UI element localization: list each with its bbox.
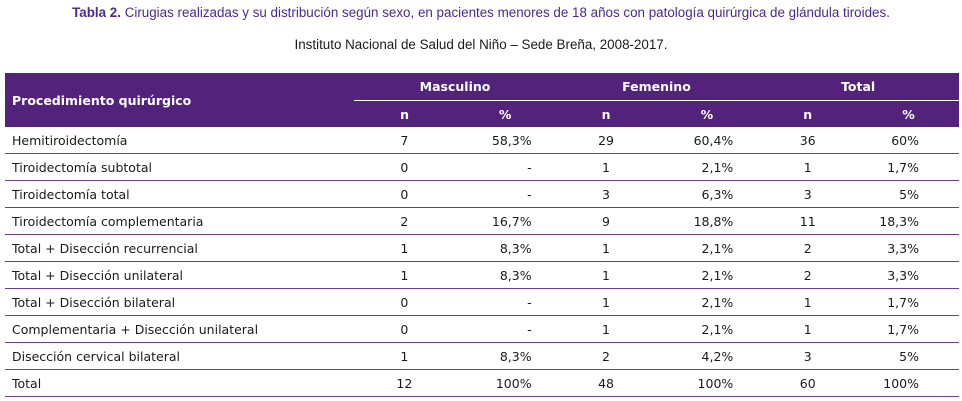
header-procedure: Procedimiento quirúrgico — [5, 73, 355, 127]
cell-femenino-pct: 60,4% — [656, 127, 758, 154]
cell-masculino-n: 12 — [353, 369, 455, 397]
table-row: Tiroidectomía complementaria 2 16,7% 9 18,8%… — [5, 207, 959, 235]
cell-total-n: 2 — [757, 261, 859, 289]
cell-masculino-pct: 58,3% — [454, 127, 556, 154]
cell-femenino-pct: 4,2% — [656, 342, 758, 370]
cell-total-pct: 18,3% — [858, 207, 959, 235]
cell-procedure: Total — [5, 369, 354, 397]
cell-procedure: Hemitiroidectomía — [5, 127, 354, 154]
cell-procedure: Tiroidectomía complementaria — [5, 207, 354, 235]
cell-femenino-n: 1 — [555, 261, 657, 289]
cell-masculino-pct: 8,3% — [454, 261, 556, 289]
table-row: Complementaria + Disección unilateral 0-1… — [5, 315, 959, 343]
table-row: Tiroidectomía total 0-3 6,3% 3 5% — [5, 180, 959, 208]
cell-total-pct: 1,7% — [858, 315, 959, 343]
cell-femenino-pct: 100% — [656, 369, 758, 397]
table-caption: Tabla 2. Cirugias realizadas y su distri… — [0, 4, 962, 22]
cell-masculino-pct: - — [454, 288, 556, 316]
cell-total-pct: 1,7% — [858, 153, 959, 181]
cell-femenino-n: 1 — [555, 234, 657, 262]
cell-total-pct: 5% — [858, 342, 959, 370]
cell-femenino-n: 9 — [555, 207, 657, 235]
header-group-masculino: Masculino — [353, 73, 556, 101]
cell-femenino-n: 1 — [555, 288, 657, 316]
cell-total-pct: 5% — [858, 180, 959, 208]
cell-femenino-n: 1 — [555, 153, 657, 181]
cell-femenino-pct: 2,1% — [656, 153, 758, 181]
header-femenino-pct: % — [656, 100, 758, 127]
surgery-distribution-table: Procedimiento quirúrgico Masculino Femen… — [5, 73, 959, 397]
cell-masculino-pct: 8,3% — [454, 234, 556, 262]
cell-procedure: Tiroidectomía subtotal — [5, 153, 354, 181]
table-row: Disección cervical bilateral 1 8,3% 2 4,2% 3 5… — [5, 342, 959, 370]
header-femenino-n: n — [555, 100, 657, 127]
cell-procedure: Total + Disección bilateral — [5, 288, 354, 316]
cell-masculino-n: 0 — [353, 180, 455, 208]
table-row: Total + Disección bilateral 0-1 2,1% 1 1,7% — [5, 288, 959, 316]
cell-masculino-pct: 16,7% — [454, 207, 556, 235]
cell-masculino-n: 0 — [353, 288, 455, 316]
cell-masculino-pct: - — [454, 153, 556, 181]
table-row: Tiroidectomía subtotal 0-1 2,1% 1 1,7% — [5, 153, 959, 181]
cell-total-n: 1 — [757, 288, 859, 316]
cell-masculino-pct: 8,3% — [454, 342, 556, 370]
table-row: Total + Disección unilateral 1 8,3% 1 2,1% 2 3… — [5, 261, 959, 289]
header-group-total: Total — [757, 73, 959, 101]
cell-femenino-n: 29 — [555, 127, 657, 154]
cell-total-pct: 3,3% — [858, 234, 959, 262]
cell-masculino-n: 1 — [353, 261, 455, 289]
cell-masculino-pct: 100% — [454, 369, 556, 397]
table-row: Total + Disección recurrencial 1 8,3% 1 2,1%… — [5, 234, 959, 262]
cell-total-n: 1 — [757, 153, 859, 181]
header-masculino-pct: % — [454, 100, 556, 127]
cell-total-n: 11 — [757, 207, 859, 235]
cell-masculino-n: 0 — [353, 153, 455, 181]
cell-total-pct: 60% — [858, 127, 959, 154]
cell-masculino-pct: - — [454, 315, 556, 343]
cell-femenino-n: 3 — [555, 180, 657, 208]
header-total-pct: % — [858, 100, 959, 127]
header-masculino-n: n — [353, 100, 455, 127]
cell-total-pct: 1,7% — [858, 288, 959, 316]
cell-procedure: Total + Disección unilateral — [5, 261, 354, 289]
cell-femenino-pct: 18,8% — [656, 207, 758, 235]
cell-total-n: 60 — [757, 369, 859, 397]
header-group-femenino: Femenino — [555, 73, 758, 101]
table-caption-title: Cirugias realizadas y su distribución se… — [124, 5, 890, 20]
cell-femenino-pct: 2,1% — [656, 288, 758, 316]
cell-femenino-n: 2 — [555, 342, 657, 370]
table-row: Hemitiroidectomía 7 58,3% 29 60,4% 36 60% — [5, 127, 959, 154]
cell-masculino-n: 7 — [353, 127, 455, 154]
cell-total-n: 3 — [757, 342, 859, 370]
cell-total-n: 1 — [757, 315, 859, 343]
cell-femenino-pct: 2,1% — [656, 261, 758, 289]
cell-procedure: Tiroidectomía total — [5, 180, 354, 208]
cell-masculino-n: 1 — [353, 342, 455, 370]
table-body: Hemitiroidectomía 7 58,3% 29 60,4% 36 60% Tiroi… — [5, 127, 959, 397]
cell-total-n: 36 — [757, 127, 859, 154]
table-caption-label: Tabla 2. — [72, 5, 121, 20]
cell-total-n: 2 — [757, 234, 859, 262]
cell-femenino-pct: 6,3% — [656, 180, 758, 208]
cell-masculino-n: 0 — [353, 315, 455, 343]
cell-total-n: 3 — [757, 180, 859, 208]
cell-femenino-pct: 2,1% — [656, 234, 758, 262]
cell-femenino-pct: 2,1% — [656, 315, 758, 343]
cell-masculino-pct: - — [454, 180, 556, 208]
cell-femenino-n: 1 — [555, 315, 657, 343]
cell-procedure: Disección cervical bilateral — [5, 342, 354, 370]
cell-femenino-n: 48 — [555, 369, 657, 397]
cell-total-pct: 100% — [858, 369, 959, 397]
cell-masculino-n: 1 — [353, 234, 455, 262]
header-total-n: n — [757, 100, 859, 127]
table-header: Procedimiento quirúrgico Masculino Femen… — [5, 73, 959, 127]
table-row: Total 12 100% 48 100% 60 100% — [5, 369, 959, 397]
cell-masculino-n: 2 — [353, 207, 455, 235]
cell-total-pct: 3,3% — [858, 261, 959, 289]
cell-procedure: Complementaria + Disección unilateral — [5, 315, 354, 343]
table-subcaption: Instituto Nacional de Salud del Niño – S… — [294, 37, 668, 52]
cell-procedure: Total + Disección recurrencial — [5, 234, 354, 262]
